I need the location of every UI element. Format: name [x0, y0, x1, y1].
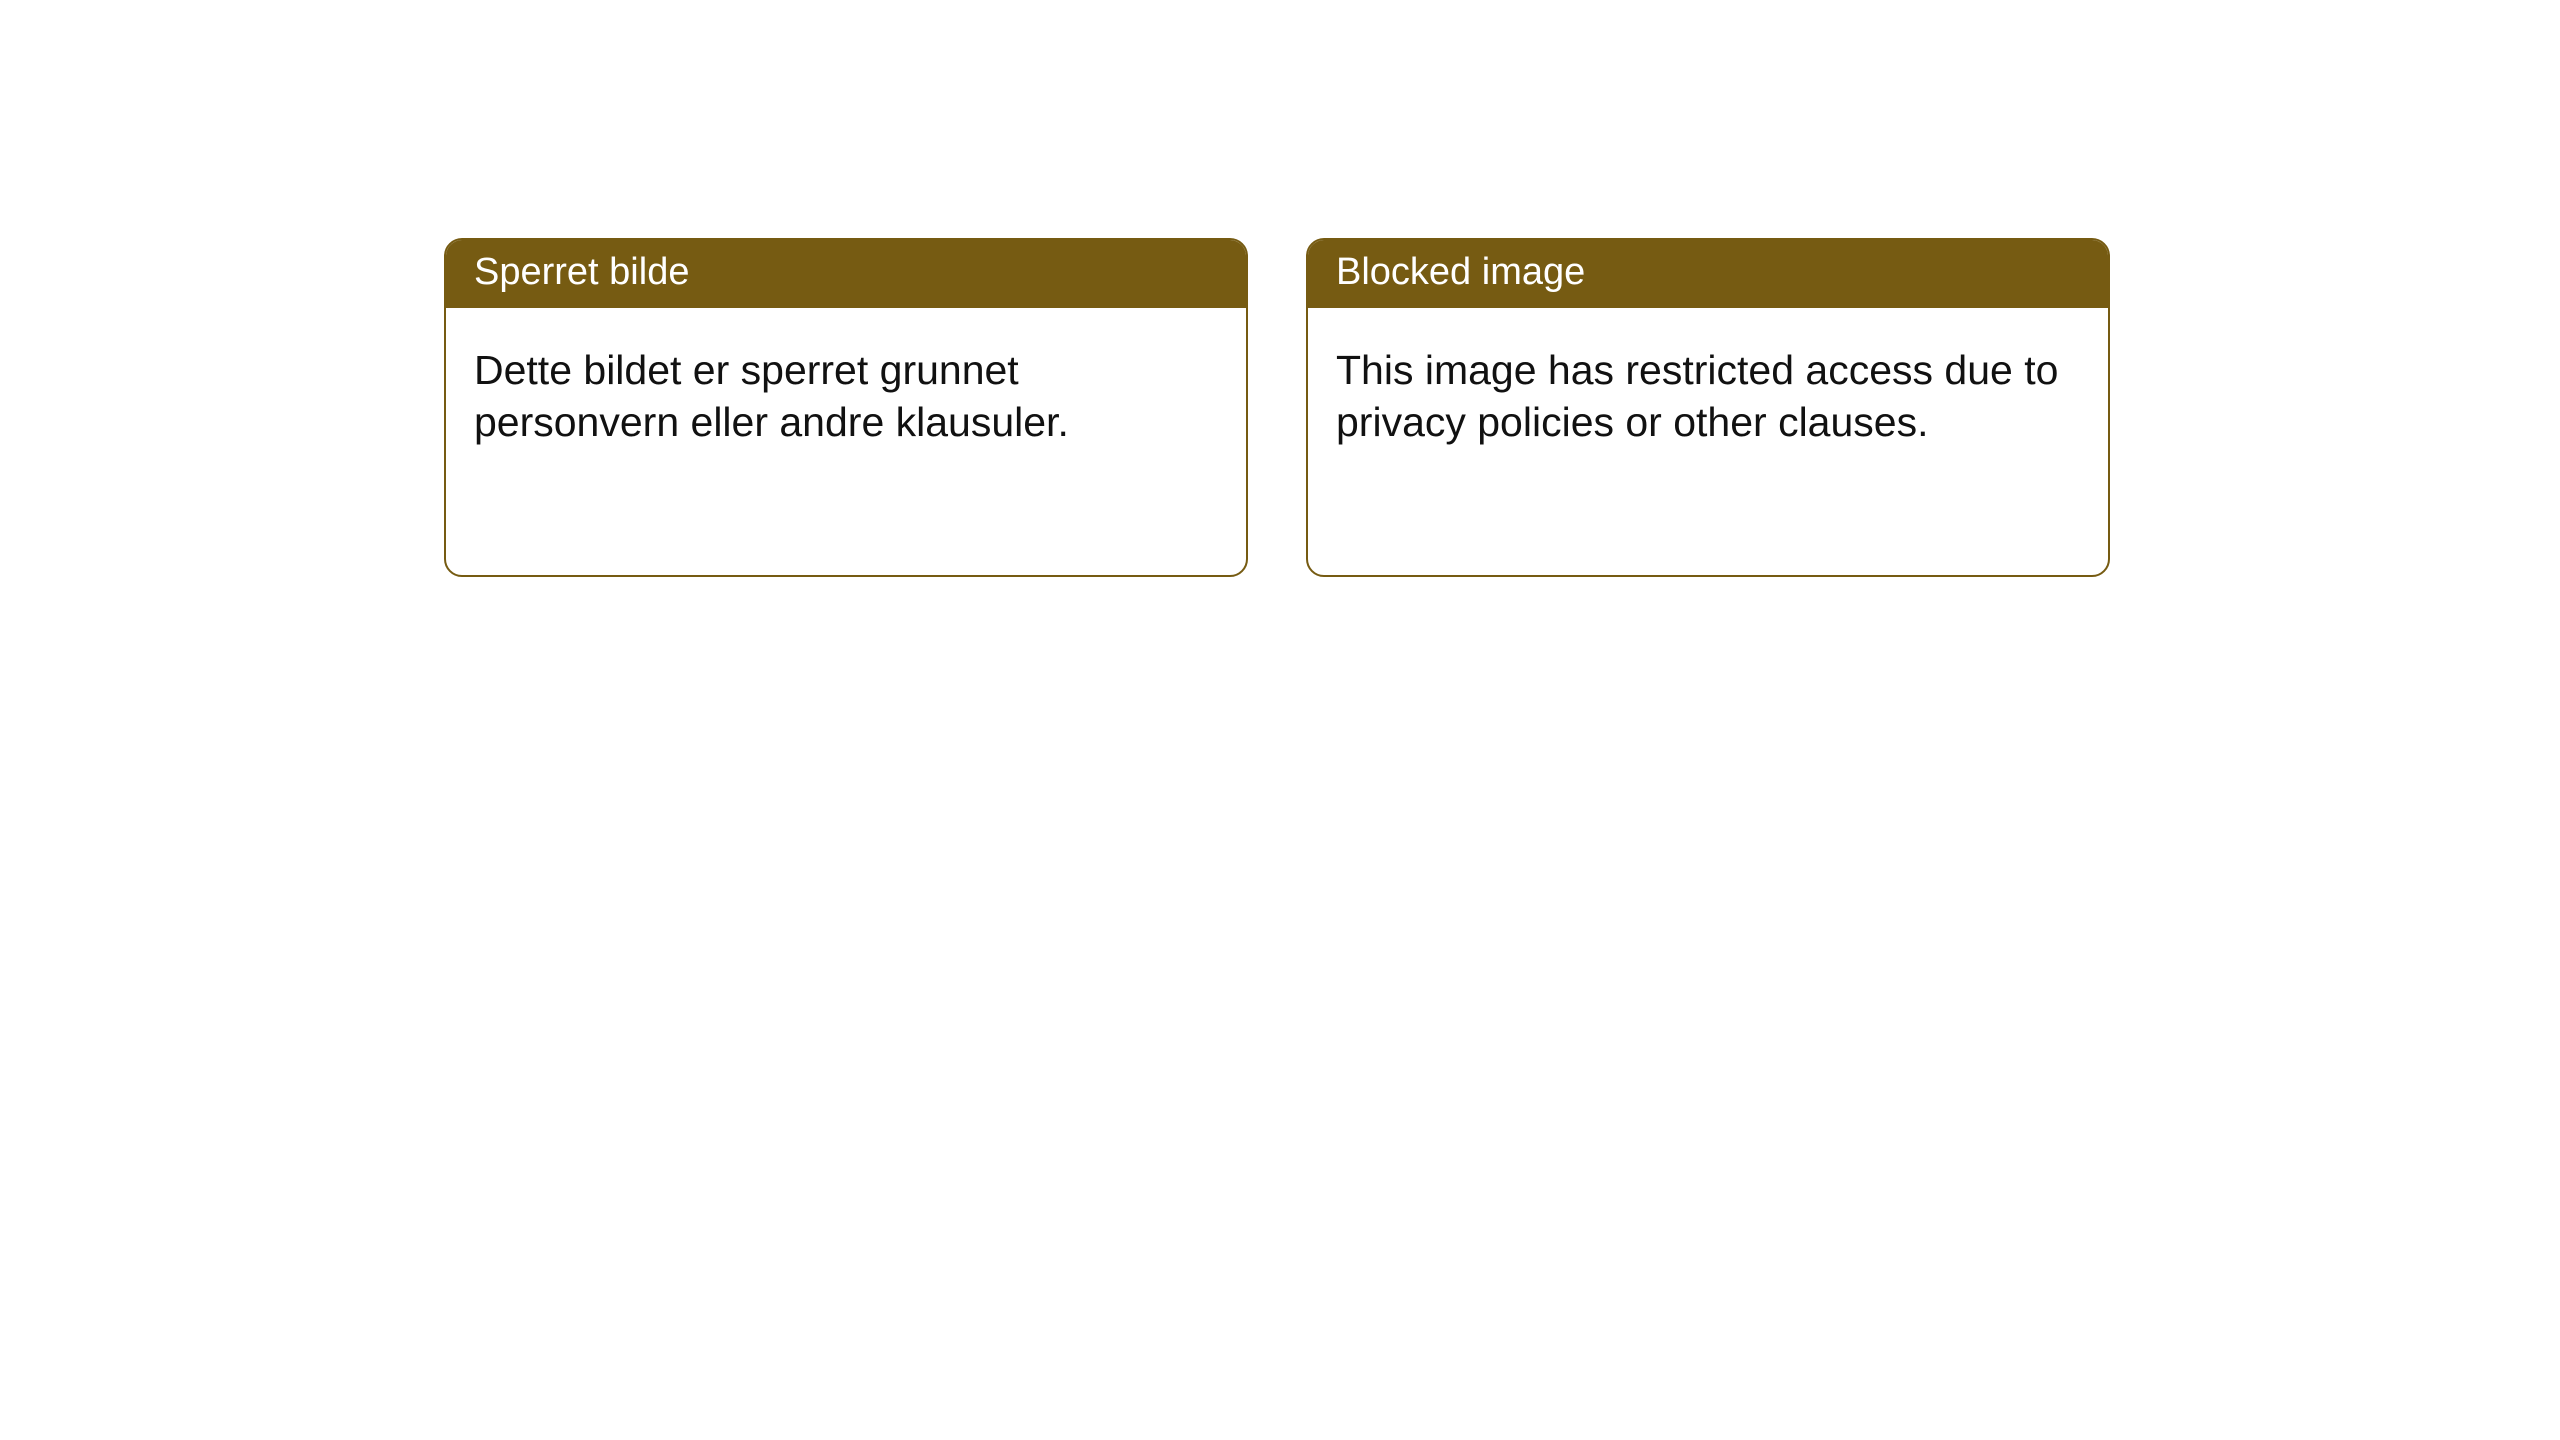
notice-container: Sperret bilde Dette bildet er sperret gr…	[444, 238, 2110, 577]
notice-card-no: Sperret bilde Dette bildet er sperret gr…	[444, 238, 1248, 577]
notice-body: Dette bildet er sperret grunnet personve…	[446, 308, 1246, 469]
notice-title: Sperret bilde	[446, 240, 1246, 308]
notice-title: Blocked image	[1308, 240, 2108, 308]
notice-body: This image has restricted access due to …	[1308, 308, 2108, 469]
notice-card-en: Blocked image This image has restricted …	[1306, 238, 2110, 577]
